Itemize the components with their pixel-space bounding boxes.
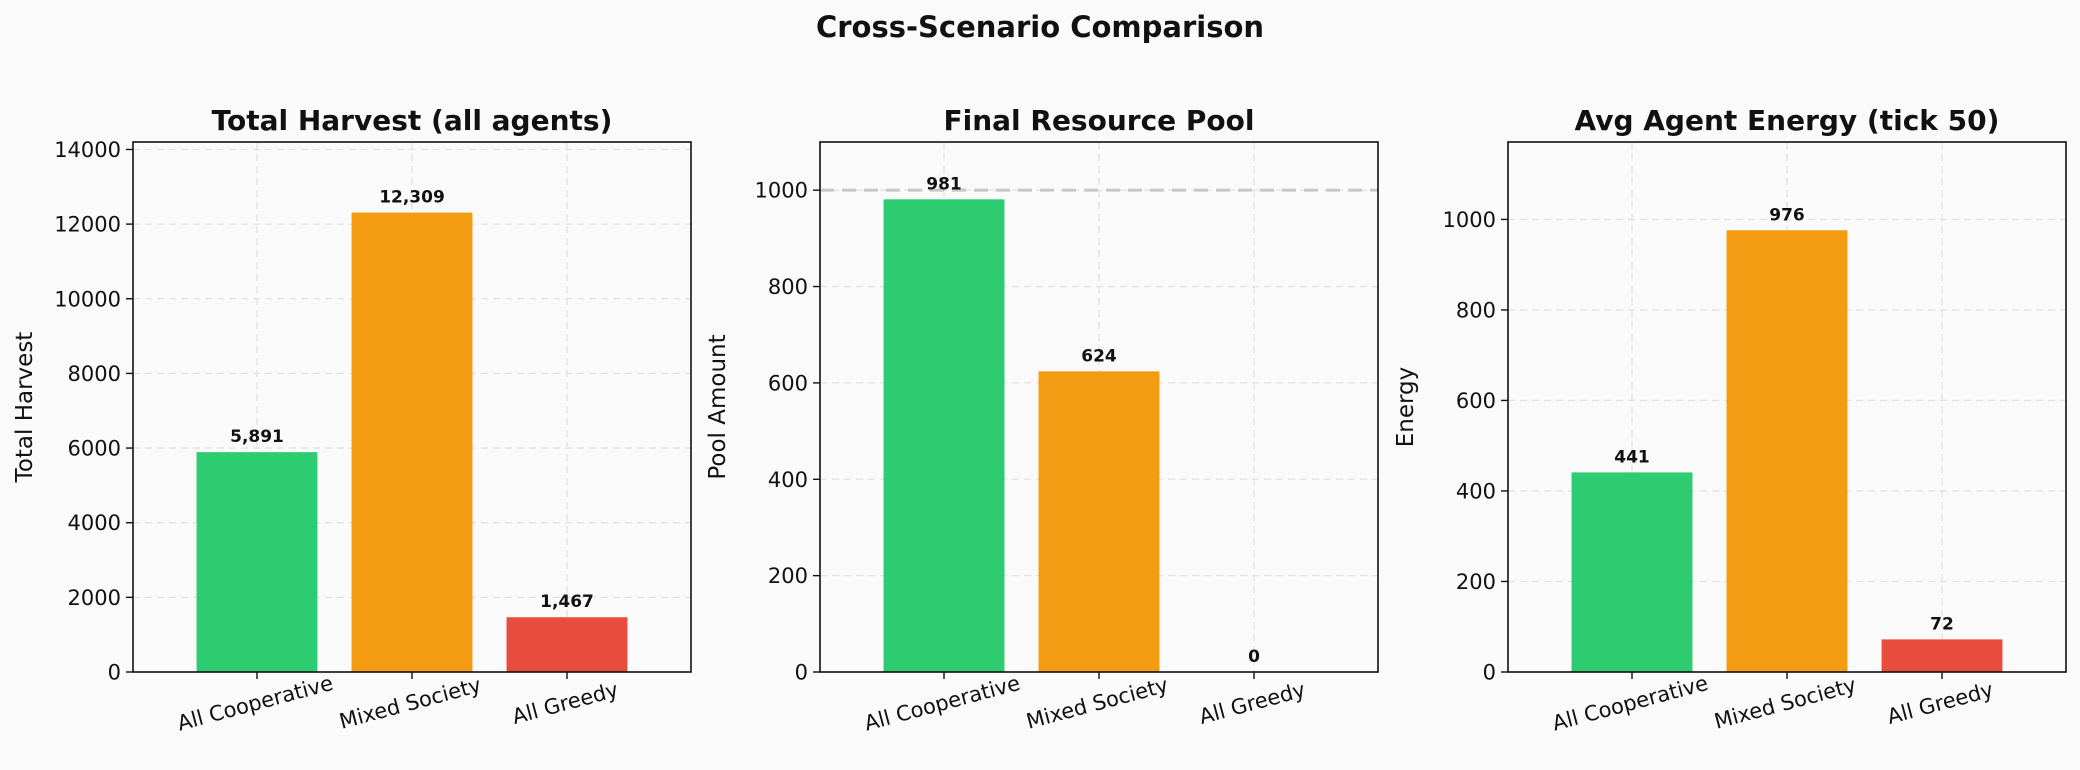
y-tick-label: 400 bbox=[1456, 479, 1496, 503]
bar-1 bbox=[196, 452, 318, 672]
x-tick-label: All Greedy bbox=[1885, 678, 1996, 729]
bar-3 bbox=[1881, 639, 2003, 672]
y-tick-label: 600 bbox=[768, 371, 808, 395]
y-tick-label: 800 bbox=[1456, 298, 1496, 322]
bar-2 bbox=[1726, 230, 1848, 672]
bar-3 bbox=[506, 617, 628, 672]
figure-title: Cross-Scenario Comparison bbox=[816, 10, 1264, 44]
data-label: 976 bbox=[1769, 205, 1805, 225]
y-tick-label: 4000 bbox=[68, 511, 121, 535]
y-tick-label: 200 bbox=[1456, 570, 1496, 594]
y-tick-label: 600 bbox=[1456, 389, 1496, 413]
y-tick-label: 2000 bbox=[68, 586, 121, 610]
y-tick-label: 0 bbox=[795, 661, 808, 685]
x-tick-label: All Greedy bbox=[510, 678, 621, 729]
y-tick-label: 0 bbox=[1483, 661, 1496, 685]
x-tick-label: Mixed Society bbox=[1712, 673, 1859, 734]
y-tick-label: 1000 bbox=[755, 179, 808, 203]
y-tick-label: 6000 bbox=[68, 437, 121, 461]
data-label: 1,467 bbox=[540, 592, 594, 612]
y-tick-label: 800 bbox=[768, 275, 808, 299]
y-tick-label: 12000 bbox=[54, 213, 121, 237]
data-label: 0 bbox=[1248, 647, 1260, 667]
panel-title: Total Harvest (all agents) bbox=[212, 104, 613, 137]
data-label: 5,891 bbox=[230, 427, 284, 447]
data-label: 624 bbox=[1081, 346, 1117, 366]
bar-1 bbox=[883, 199, 1005, 672]
x-tick-label: Mixed Society bbox=[337, 673, 484, 734]
x-tick-label: All Cooperative bbox=[175, 671, 336, 736]
bar-2 bbox=[351, 212, 473, 672]
panel-title: Final Resource Pool bbox=[943, 104, 1254, 137]
y-axis-label: Pool Amount bbox=[705, 334, 731, 479]
bar-2 bbox=[1038, 371, 1160, 672]
bar-1 bbox=[1571, 472, 1693, 672]
chart-panel-2: 981 624 0 0 200 400 600 800 1000 All Cooperative M… bbox=[705, 104, 1379, 736]
y-tick-label: 10000 bbox=[54, 287, 121, 311]
x-tick-label: All Cooperative bbox=[862, 671, 1023, 736]
x-tick-label: All Greedy bbox=[1197, 678, 1308, 729]
y-axis-label: Energy bbox=[1393, 367, 1419, 448]
chart-panel-3: 441 976 72 0 200 400 600 800 1000 All Cooperative… bbox=[1393, 104, 2067, 736]
y-tick-label: 14000 bbox=[54, 138, 121, 162]
data-label: 441 bbox=[1614, 447, 1650, 467]
y-tick-label: 0 bbox=[108, 661, 121, 685]
data-label: 72 bbox=[1930, 614, 1954, 634]
data-label: 981 bbox=[926, 174, 962, 194]
chart-panel-1: 5,891 12,309 1,467 0 2000 4000 6000 8000 10000 12… bbox=[12, 104, 692, 736]
y-tick-label: 200 bbox=[768, 564, 808, 588]
x-tick-label: Mixed Society bbox=[1024, 673, 1171, 734]
y-axis-label: Total Harvest bbox=[12, 332, 38, 484]
y-tick-label: 8000 bbox=[68, 362, 121, 386]
y-tick-label: 400 bbox=[768, 468, 808, 492]
x-tick-label: All Cooperative bbox=[1550, 671, 1711, 736]
y-tick-label: 1000 bbox=[1443, 208, 1496, 232]
data-label: 12,309 bbox=[379, 188, 445, 208]
panel-title: Avg Agent Energy (tick 50) bbox=[1575, 104, 2000, 137]
